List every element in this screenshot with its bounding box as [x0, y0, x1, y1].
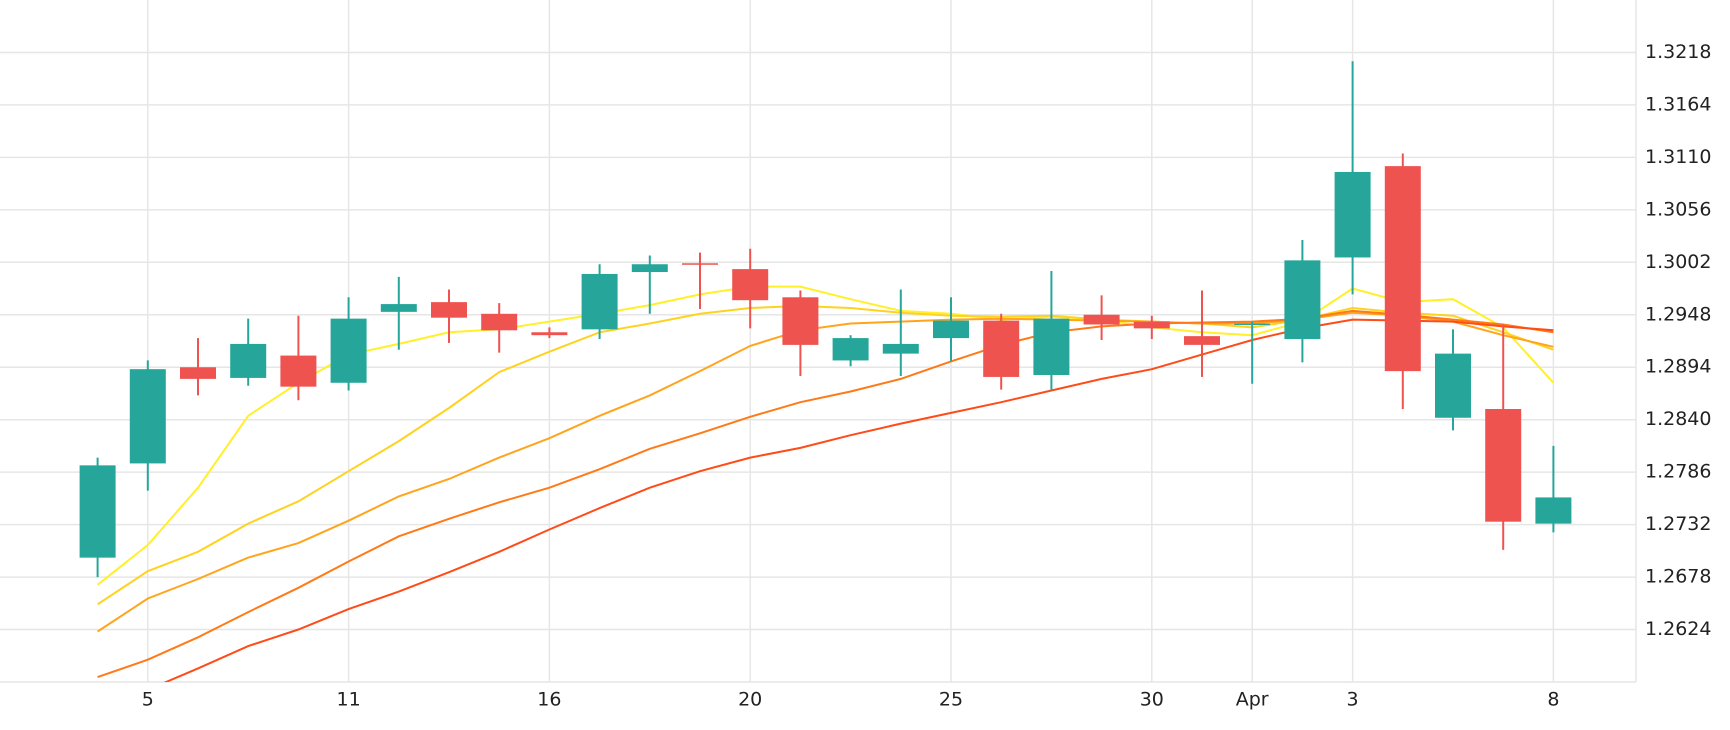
y-tick-label: 1.3056 [1645, 198, 1711, 220]
ma-line [97, 304, 1554, 606]
candle-body [1485, 409, 1522, 522]
candle-body [1384, 166, 1421, 372]
y-tick-label: 1.2948 [1645, 303, 1711, 325]
candle-body [129, 369, 166, 464]
candle-body [330, 318, 367, 383]
candle-body [581, 273, 618, 330]
candle-body [1535, 497, 1572, 524]
y-tick-label: 1.2894 [1645, 356, 1711, 378]
candle-body [882, 343, 919, 354]
y-tick-label: 1.3164 [1645, 93, 1711, 115]
candle-body [682, 263, 718, 265]
x-tick-label: 25 [939, 689, 963, 711]
candle-body [230, 343, 267, 378]
candle-body [531, 332, 568, 336]
x-tick-label: 3 [1347, 689, 1359, 711]
candle-body [280, 355, 317, 387]
y-tick-label: 1.2786 [1645, 461, 1711, 483]
x-tick-label: 5 [142, 689, 154, 711]
candle-body [431, 302, 467, 318]
ma-line [96, 285, 1555, 586]
x-tick-label: 16 [537, 689, 561, 711]
y-tick-label: 1.2732 [1645, 513, 1711, 535]
candle-body [1033, 318, 1070, 376]
x-tick-label: 30 [1140, 689, 1164, 711]
candle-body [1133, 321, 1170, 329]
candle-body [1184, 336, 1220, 345]
candle-body [1435, 353, 1471, 418]
x-tick-label: 11 [337, 689, 361, 711]
grid [0, 0, 1637, 683]
x-tick-label: 8 [1547, 689, 1559, 711]
x-tick-label: Apr [1236, 689, 1269, 711]
candle-body [631, 264, 668, 273]
candle-body [1234, 323, 1271, 326]
x-tick-label: 20 [738, 689, 762, 711]
axis-labels: 1.2624 1.2678 1.2732 1.2786 1.2840 1.2894 1.29… [142, 41, 1712, 711]
candle-body [380, 304, 417, 312]
y-tick-label: 1.3218 [1645, 41, 1711, 63]
candles [79, 61, 1572, 578]
y-tick-label: 1.2624 [1645, 618, 1711, 640]
candle-body [933, 320, 969, 339]
y-tick-label: 1.2840 [1645, 408, 1711, 430]
candle-body [79, 465, 116, 558]
y-tick-label: 1.2678 [1645, 566, 1711, 588]
candle-body [832, 338, 869, 361]
candle-body [732, 269, 769, 301]
candle-body [782, 297, 819, 345]
y-tick-label: 1.3110 [1645, 146, 1711, 168]
candle-body [983, 320, 1020, 377]
candle-body [180, 367, 216, 379]
candle-body [1083, 314, 1120, 325]
candle-body [1334, 171, 1371, 258]
candle-body [481, 313, 518, 331]
candle-body [1284, 260, 1321, 340]
y-tick-label: 1.3002 [1645, 251, 1711, 273]
